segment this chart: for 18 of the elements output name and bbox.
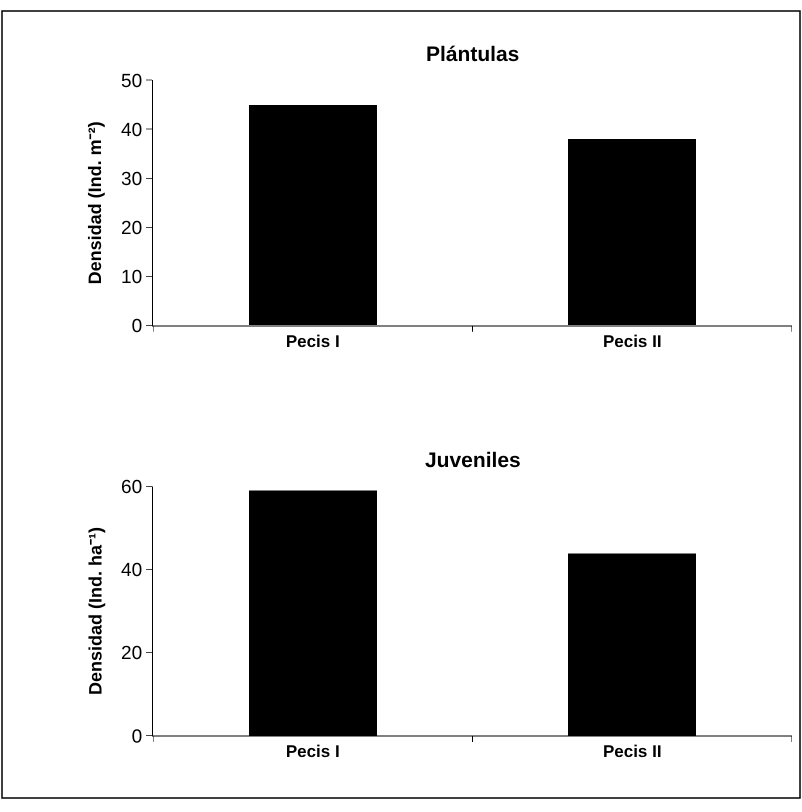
x-tick-label: Pecis I: [286, 742, 340, 762]
x-tick-label: Pecis II: [602, 332, 662, 351]
x-tick-label: Pecis I: [286, 332, 340, 351]
chart-title: Juveniles: [425, 449, 521, 472]
y-axis-title: Densidad (Ind. ha⁻¹): [85, 527, 106, 696]
y-tick-label: 30: [121, 168, 142, 190]
y-tick-label: 50: [121, 70, 142, 92]
y-tick-label: 40: [121, 560, 142, 582]
y-tick-label: 0: [132, 316, 142, 338]
y-tick-label: 60: [121, 476, 142, 498]
y-tick-label: 20: [121, 643, 142, 664]
x-tick-label: Pecis II: [602, 742, 662, 762]
y-tick-label: 0: [132, 726, 142, 748]
y-tick-label: 20: [121, 218, 142, 240]
chart-title: Plántulas: [426, 43, 520, 66]
y-tick-label: 40: [121, 120, 142, 141]
y-axis-title: Densidad (Ind. m⁻²): [85, 121, 106, 284]
y-tick-label: 10: [121, 267, 142, 288]
